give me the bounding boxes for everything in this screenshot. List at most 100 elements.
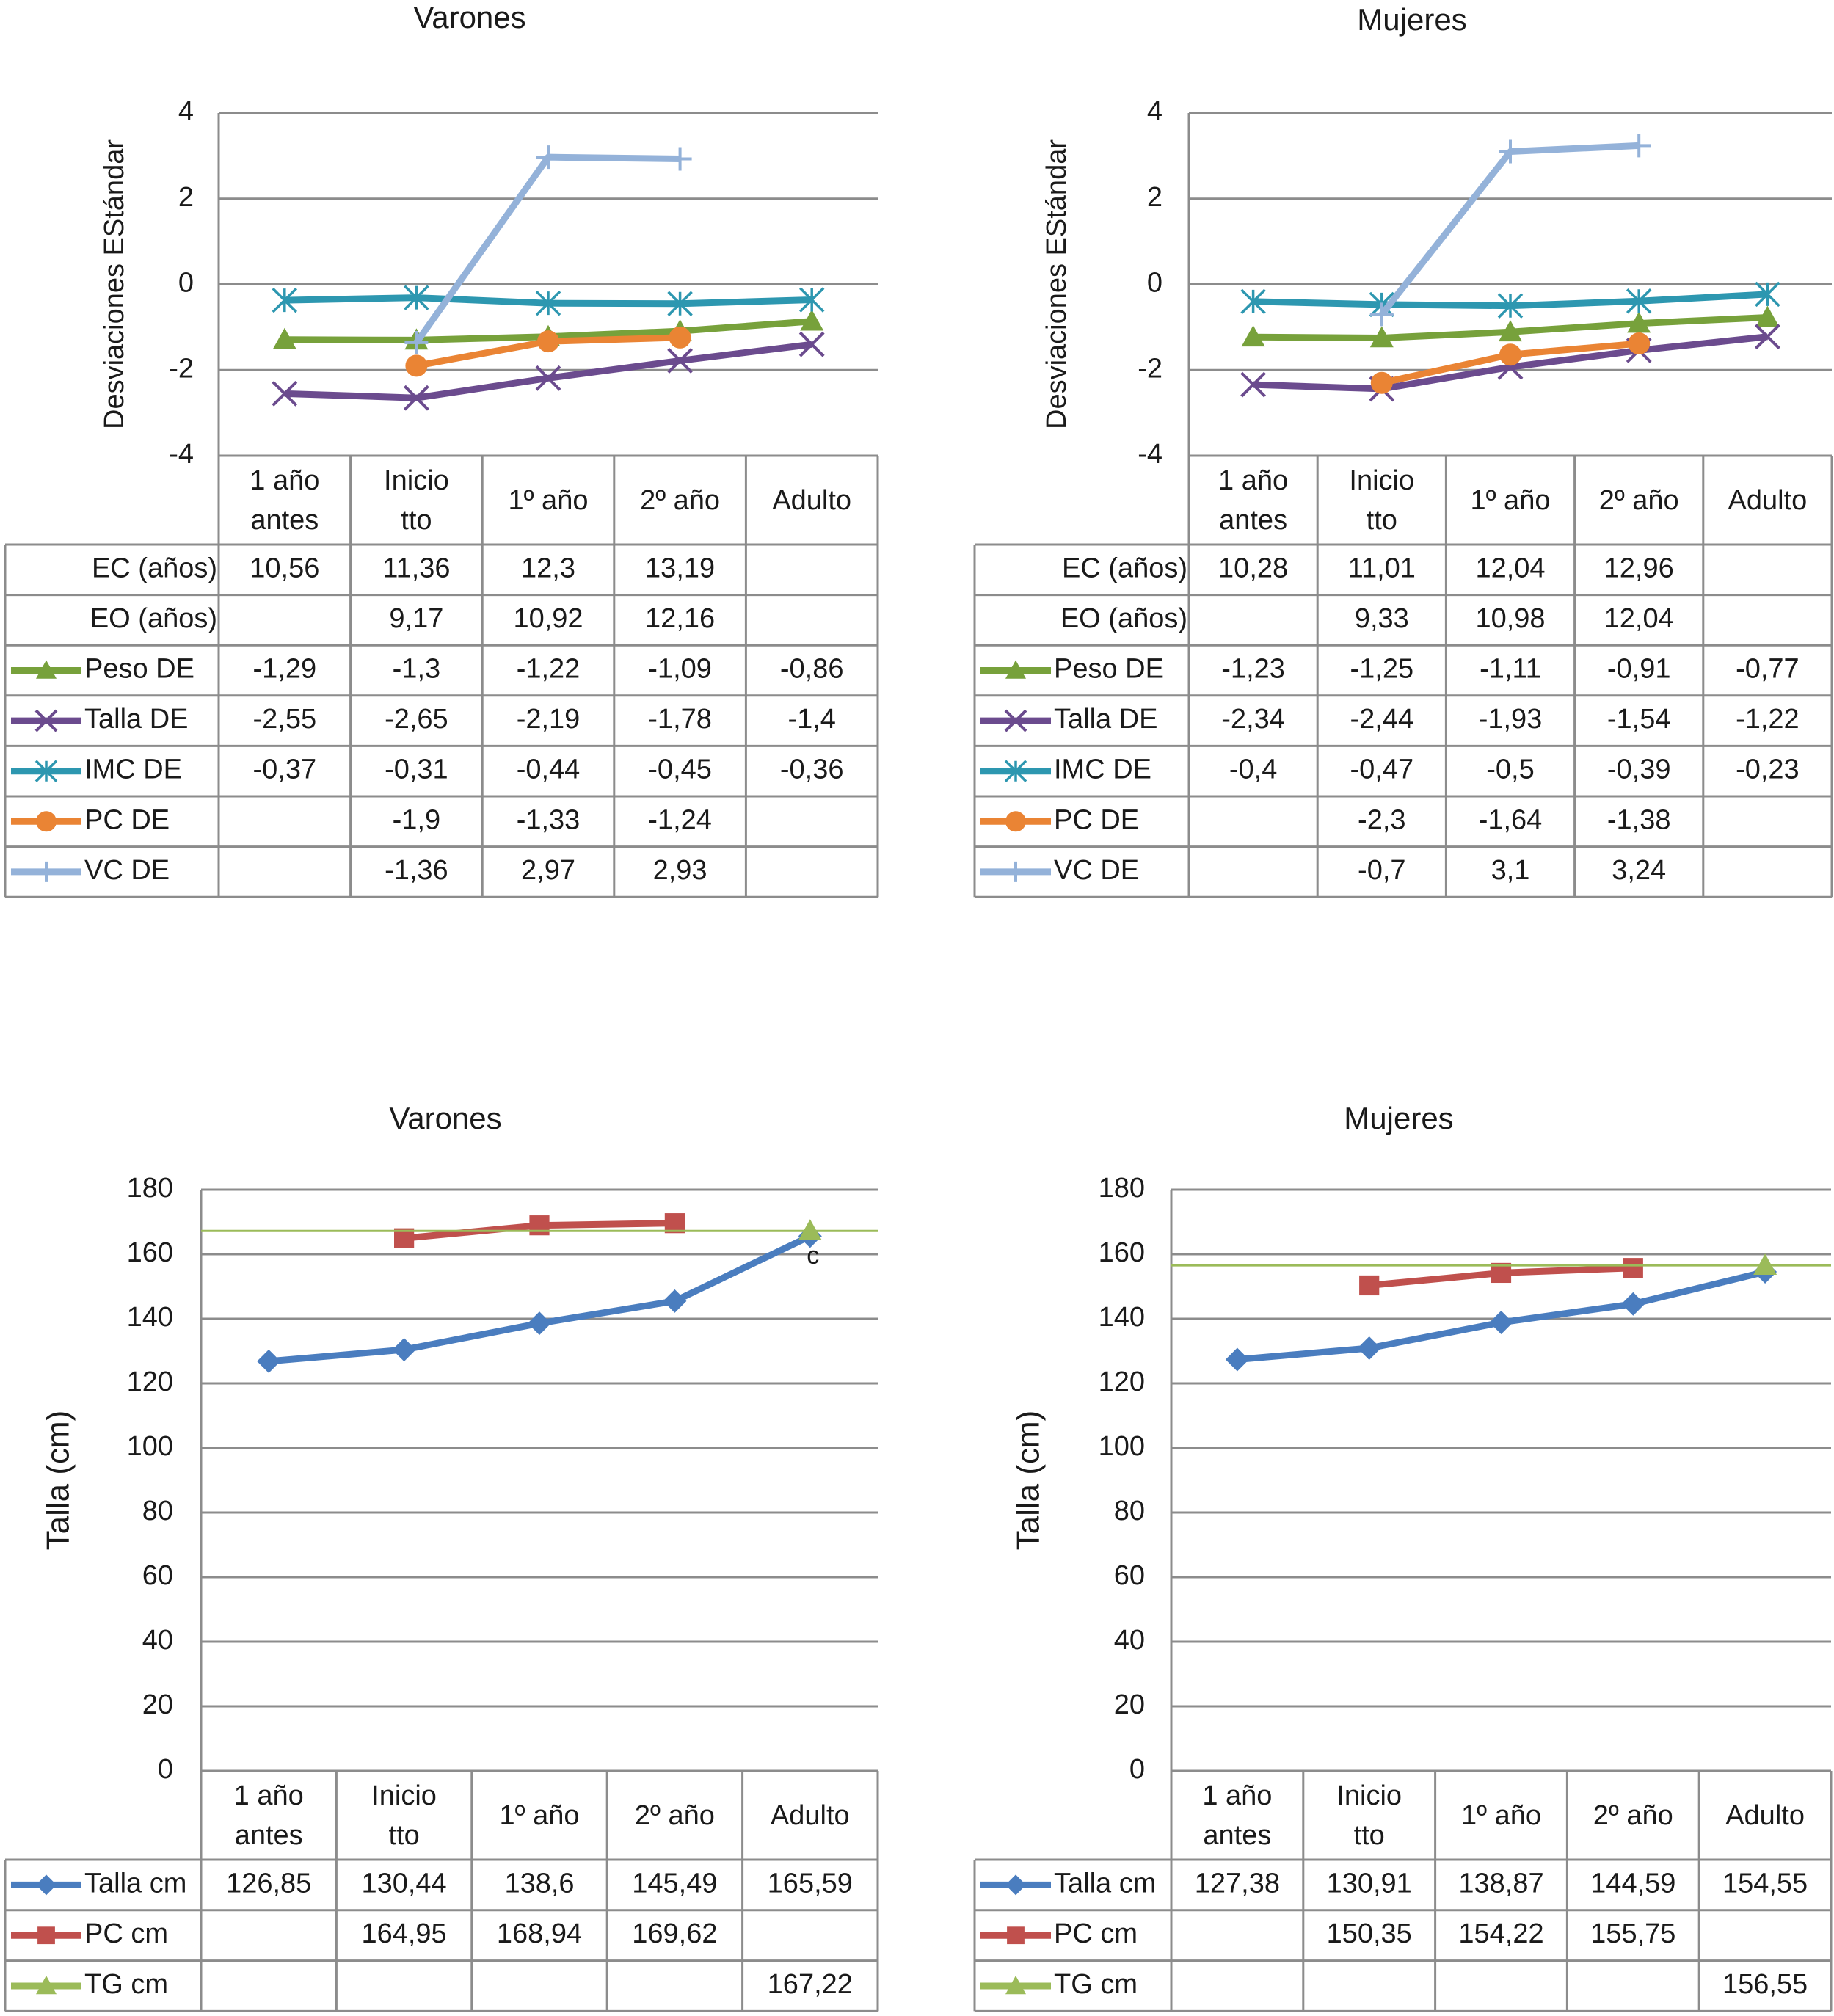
marker [1753,1253,1777,1275]
y-tick-label: 100 [1099,1431,1145,1462]
y-tick-label: 80 [142,1496,173,1526]
series-line [1379,142,1640,317]
legend-label: TG cm [1054,1969,1138,2000]
y-tick-label: 80 [1114,1496,1145,1526]
category-label: Adulto [1728,484,1808,516]
row-label: EC (años) [1062,553,1187,583]
marker [272,380,298,407]
marker [1241,325,1265,347]
legend-label: IMC DE [84,754,182,785]
table-value: -0,44 [517,754,581,785]
table-value: -2,55 [252,704,316,735]
table-value: 10,98 [1475,603,1545,634]
marker [1004,709,1027,732]
y-axis-label: Talla (cm) [40,1411,76,1551]
marker [1755,305,1780,327]
marker [1005,811,1026,832]
table-value: -1,33 [517,804,581,835]
marker [34,709,58,732]
table-value: -1,22 [517,654,581,685]
marker [37,1926,55,1945]
category-label: 1º año [499,1800,580,1831]
table-value: -0,86 [780,654,844,685]
table-value: -0,39 [1607,754,1671,785]
table-value: -1,9 [393,804,440,835]
table-value: 10,28 [1218,553,1288,583]
marker [405,354,428,377]
y-tick-label: 120 [127,1367,173,1397]
marker [36,660,57,679]
table-value: -0,77 [1736,654,1800,685]
y-axis-label: Desviaciones EStándar [99,139,130,429]
y-tick-label: 0 [158,1754,173,1785]
table-value: 11,01 [1348,553,1416,583]
y-tick-label: -2 [1138,353,1162,384]
marker [257,1349,281,1373]
table-value: -0,91 [1607,654,1671,685]
marker [272,327,296,349]
marker [34,760,58,782]
table-value: -1,22 [1736,704,1800,735]
table-value: -1,93 [1479,704,1543,735]
legend-label: Talla cm [84,1868,186,1899]
row-label: EC (años) [92,553,217,583]
table-value: -1,54 [1607,704,1671,735]
table-value: -2,65 [385,704,448,735]
marker [1357,1336,1381,1360]
table-value: 12,04 [1475,553,1545,583]
marker [669,326,691,349]
marker [1497,293,1524,319]
table-value: 155,75 [1590,1918,1675,1949]
category-label: Inicio tto [1336,1780,1402,1851]
marker [1240,288,1266,315]
table-value: 9,33 [1355,603,1409,634]
marker [1621,1292,1645,1316]
marker [1627,134,1651,158]
table-value: 130,44 [361,1868,446,1899]
table-value: -2,34 [1221,704,1285,735]
marker [36,811,57,832]
marker [1499,139,1522,164]
table-value: 2,97 [521,855,575,886]
legend-label: VC DE [84,855,170,886]
chart-title: Mujeres [1344,1101,1453,1135]
y-axis-label: Talla (cm) [1011,1411,1047,1551]
category-label: Adulto [770,1800,850,1831]
marker [272,287,298,313]
category-label: Adulto [1725,1800,1805,1831]
y-tick-label: 180 [1099,1173,1145,1204]
marker [1755,281,1780,308]
marker [798,331,825,357]
category-label: 1 año antes [1202,1780,1273,1851]
y-tick-label: 4 [1147,96,1162,127]
marker [536,145,560,170]
row-label: EO (años) [90,603,217,634]
marker [1754,324,1780,350]
table-value: 13,19 [645,553,715,583]
table-value: 169,62 [632,1918,717,1949]
category-label: Adulto [772,484,852,516]
table-value: -0,5 [1486,754,1534,785]
marker [537,330,559,353]
y-tick-label: 0 [1129,1754,1145,1785]
table-value: 3,24 [1612,855,1666,886]
legend-label: Talla DE [1054,704,1158,735]
table-value: -0,45 [648,754,712,785]
marker [1005,660,1026,679]
table-value: -0,47 [1350,754,1413,785]
marker [1369,302,1394,327]
marker [535,290,561,316]
table-value: 164,95 [361,1918,446,1949]
y-tick-label: 60 [1114,1560,1145,1591]
marker [1627,311,1651,333]
table-value: -1,38 [1607,804,1671,835]
category-label: 2º año [634,1800,715,1831]
legend-label: PC cm [1054,1918,1138,1949]
row-label: EO (años) [1060,603,1187,634]
y-tick-label: 140 [1099,1302,1145,1333]
table-value: 127,38 [1195,1868,1280,1899]
table-value: -1,24 [648,804,712,835]
y-tick-label: 180 [127,1173,173,1204]
y-tick-label: -4 [169,439,194,470]
